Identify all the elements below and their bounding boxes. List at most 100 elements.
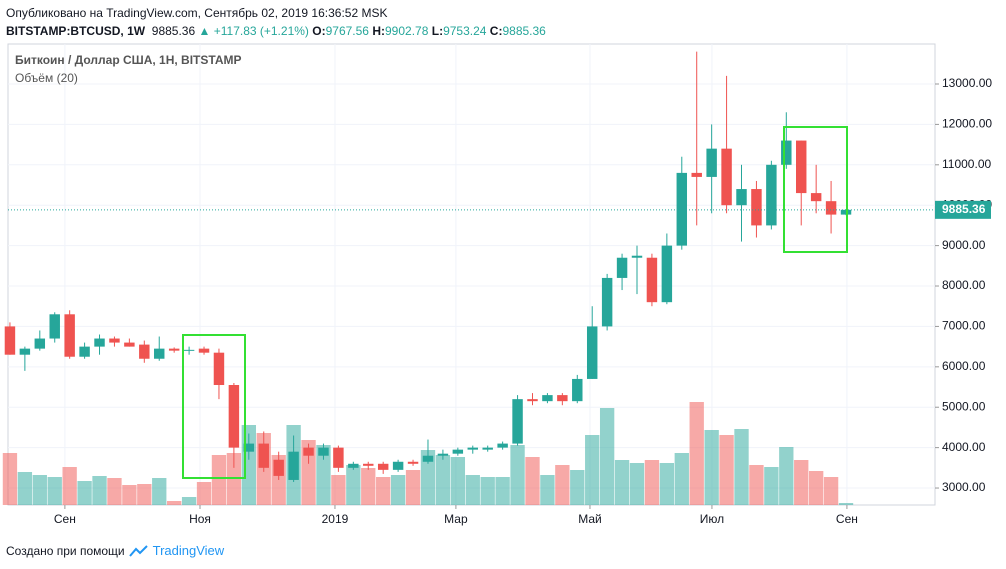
x-tick-label: 2019 <box>322 512 349 526</box>
o-label: O: <box>312 24 326 38</box>
volume-bar <box>152 478 167 505</box>
volume-bar <box>629 463 645 505</box>
candle-body <box>810 193 822 202</box>
o-value: 9767.56 <box>325 24 369 38</box>
volume-bar <box>181 497 197 505</box>
volume-bar <box>659 463 675 505</box>
candle-body <box>79 346 90 357</box>
candle-body <box>228 385 240 448</box>
candle-body <box>377 463 389 470</box>
candle-body <box>258 443 269 468</box>
candle-body <box>542 395 553 402</box>
volume-bar <box>480 477 495 505</box>
y-tick-label: 12000.00 <box>942 117 992 131</box>
candle-body <box>49 314 60 339</box>
y-tick-label: 9000.00 <box>942 238 986 252</box>
volume-bar <box>32 475 47 505</box>
candle-body <box>363 463 374 466</box>
candle-body <box>586 326 598 379</box>
change: ▲ +117.83 (+1.21%) <box>198 24 309 38</box>
candle-body <box>512 399 523 444</box>
x-tick-label: Ноя <box>189 512 211 526</box>
volume-bar <box>614 460 630 505</box>
candle-body <box>333 447 344 468</box>
y-tick-label: 5000.00 <box>942 399 986 413</box>
volume-bar <box>405 470 421 505</box>
volume-bar <box>764 467 779 505</box>
candle-body <box>94 338 105 347</box>
volume-bar <box>525 457 540 505</box>
candle-body <box>139 344 150 359</box>
y-tick-label: 3000.00 <box>942 480 986 494</box>
volume-bar <box>301 440 316 505</box>
volume-bar <box>346 465 361 505</box>
volume-bar <box>585 435 600 505</box>
chart-title: Биткоин / Доллар США, 1H, BITSTAMP <box>15 53 242 67</box>
footer: Создано при помощи TradingView <box>6 543 224 558</box>
x-tick-label: Мар <box>444 512 468 526</box>
x-tick-label: Июл <box>700 512 724 526</box>
volume-bar <box>361 468 376 505</box>
y-tick-label: 4000.00 <box>942 440 986 454</box>
volume-bar <box>2 453 18 505</box>
candle-body <box>616 257 628 278</box>
volume-bar <box>749 465 764 505</box>
volume-bar <box>794 460 809 505</box>
candle-body <box>318 447 329 456</box>
candle-body <box>407 461 419 464</box>
volume-bar <box>435 455 451 505</box>
candle-body <box>213 352 225 386</box>
highlight-box <box>783 126 848 253</box>
volume-bar <box>644 460 660 505</box>
candle-body <box>4 326 16 355</box>
candle-body <box>736 189 747 206</box>
x-tick-label: Сен <box>836 512 858 526</box>
volume-label: Объём (20) <box>15 71 78 85</box>
volume-bar <box>316 445 331 505</box>
candle-body <box>661 245 673 303</box>
candle-body <box>452 449 464 454</box>
last-price-label: 9885.36 <box>942 202 986 216</box>
volume-bar <box>465 475 480 505</box>
volume-bar <box>107 478 122 505</box>
candle-body <box>124 342 135 347</box>
symbol: BITSTAMP:BTCUSD, 1W <box>6 24 146 38</box>
candle-body <box>288 451 299 480</box>
volume-bar <box>734 429 749 505</box>
l-label: L: <box>431 24 444 38</box>
volume-bar <box>704 430 719 505</box>
volume-bar <box>62 467 77 505</box>
candle-body <box>273 459 284 476</box>
made-with: Создано при помощи <box>6 543 125 558</box>
x-tick-label: Сен <box>54 512 76 526</box>
candle-body <box>766 164 777 226</box>
volume-bar <box>838 503 854 505</box>
brand: TradingView <box>152 543 225 558</box>
volume-bar <box>599 408 615 505</box>
candle-body <box>168 348 180 351</box>
y-tick-label: 13000.00 <box>942 76 992 90</box>
volume-bar <box>331 475 346 505</box>
candle-body <box>467 447 478 450</box>
candle-body <box>348 463 359 468</box>
candle-body <box>392 461 404 470</box>
volume-bar <box>17 472 33 505</box>
volume-bar <box>211 455 227 505</box>
volume-bar <box>823 477 839 505</box>
y-tick-label: 7000.00 <box>942 319 986 333</box>
candle-body <box>796 140 807 194</box>
volume-bar <box>420 450 436 505</box>
y-tick-label: 11000.00 <box>942 157 991 171</box>
chart: Биткоин / Доллар США, 1H, BITSTAMP Объём… <box>2 43 992 526</box>
candle-body <box>482 447 493 450</box>
price: 9885.36 <box>151 24 196 38</box>
l-value: 9753.24 <box>443 24 487 38</box>
volume-bar <box>196 482 212 505</box>
candle-body <box>781 140 792 165</box>
highlight-box <box>182 334 246 479</box>
candle-body <box>527 399 538 402</box>
volume-bar <box>122 485 137 505</box>
volume-bar <box>674 453 689 505</box>
candle-body <box>243 443 255 452</box>
